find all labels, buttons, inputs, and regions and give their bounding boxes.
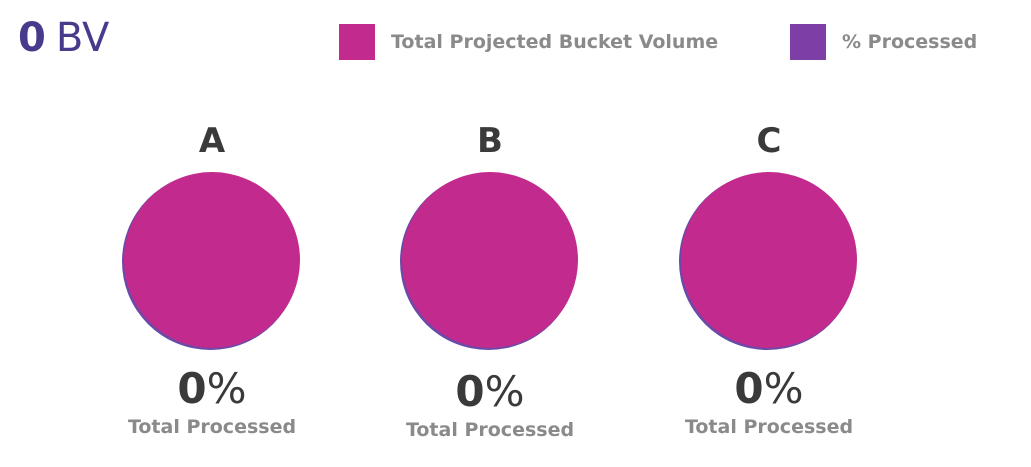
pie-group-b: B 0% Total Processed: [380, 124, 600, 444]
total-processed-label-a: Total Processed: [127, 416, 297, 438]
pie-chart-c: [679, 172, 857, 350]
percent-processed-b: 0%: [380, 371, 600, 413]
pie-slice-b-0: [402, 172, 578, 348]
percent-processed-a: 0%: [102, 368, 322, 410]
percent-sign-c: %: [763, 364, 804, 413]
legend-swatch-processed: [790, 24, 826, 60]
percent-processed-value-b: 0: [455, 367, 485, 416]
percent-processed-value-a: 0: [177, 364, 207, 413]
legend-label-processed: % Processed: [842, 31, 978, 53]
legend-item-processed: % Processed: [790, 24, 977, 60]
pie-chart-b: [400, 172, 578, 350]
legend-swatch-total-projected: [339, 24, 375, 60]
pie-group-c: C 0% Total Processed: [659, 124, 879, 444]
total-processed-label-c: Total Processed: [684, 416, 854, 438]
pie-slices-c: [679, 172, 857, 350]
legend-item-total-projected: Total Projected Bucket Volume: [339, 24, 718, 60]
pie-slices-b: [400, 172, 578, 350]
pie-chart-a: [122, 172, 300, 350]
pie-slices-a: [122, 172, 300, 350]
percent-processed-value-c: 0: [734, 364, 764, 413]
bv-total: 0 BV: [18, 18, 109, 58]
percent-processed-c: 0%: [659, 368, 879, 410]
percent-sign-a: %: [206, 364, 247, 413]
pie-slice-c-0: [681, 172, 857, 348]
bv-value: 0: [18, 15, 46, 61]
pie-title-b: B: [477, 121, 503, 161]
legend-label-total-projected: Total Projected Bucket Volume: [391, 31, 719, 53]
pie-group-a: A 0% Total Processed: [102, 124, 322, 444]
bv-unit: BV: [55, 15, 110, 61]
total-processed-label-b: Total Processed: [405, 419, 575, 441]
pie-slice-a-0: [124, 172, 300, 348]
percent-sign-b: %: [484, 367, 525, 416]
pie-title-c: C: [756, 121, 782, 161]
pie-title-a: A: [198, 121, 226, 161]
